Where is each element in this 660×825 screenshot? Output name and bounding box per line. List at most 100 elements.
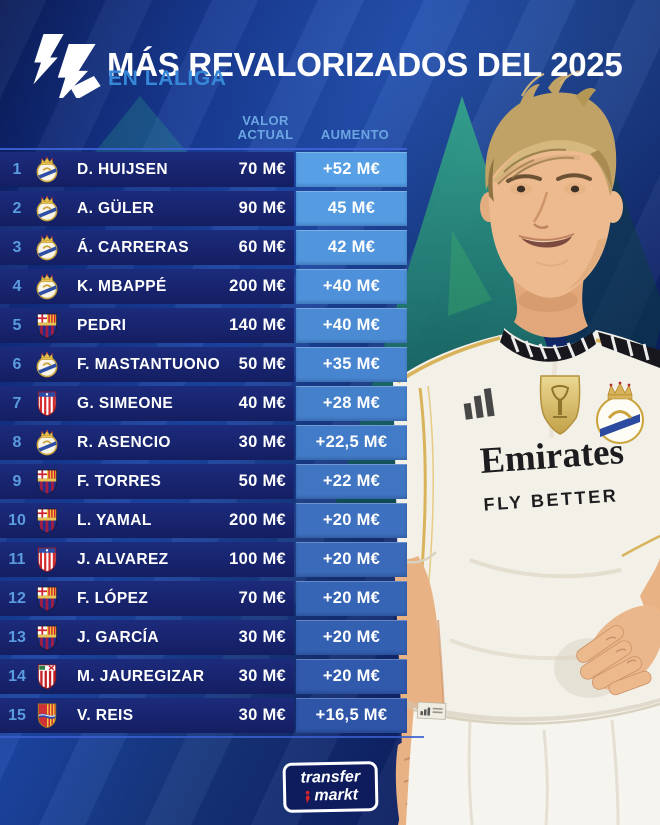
value-increase-badge: +52 M€ (296, 152, 407, 187)
player-name: F. MASTANTUONO (77, 355, 221, 373)
rank-label: 2 (12, 199, 22, 217)
table-row-main: 4 K. MBAPPÉ 200 M€ (0, 269, 294, 304)
table-row-main: 12 F. LÓPEZ 70 M€ (0, 581, 294, 616)
table-row: 11 J. ALVAREZ 100 M€ +20 M€ (0, 542, 407, 577)
value-increase-badge: +40 M€ (296, 308, 407, 343)
current-value: 200 M€ (229, 277, 286, 295)
column-header-increase: AUMENTO (320, 127, 390, 142)
player-name: J. ALVAREZ (77, 550, 169, 568)
players-table: 1 D. HUIJSEN 70 M€ +52 M€ 2 A. GÜLER 90 … (0, 152, 407, 737)
rank-label: 14 (8, 667, 26, 685)
table-row-main: 14 M. JAUREGIZAR 30 M€ (0, 659, 294, 694)
current-value: 30 M€ (238, 706, 286, 724)
table-row: 5 PEDRI 140 M€ +40 M€ (0, 308, 407, 343)
rank-label: 8 (12, 433, 22, 451)
player-name: D. HUIJSEN (77, 160, 168, 178)
table-row-main: 2 A. GÜLER 90 M€ (0, 191, 294, 226)
table-row: 4 K. MBAPPÉ 200 M€ +40 M€ (0, 269, 407, 304)
club-crest-real-madrid-icon (35, 351, 59, 378)
player-name: A. GÜLER (77, 199, 155, 217)
player-name: M. JAUREGIZAR (77, 667, 205, 685)
value-increase-badge: +20 M€ (296, 503, 407, 538)
table-row-main: 13 J. GARCÍA 30 M€ (0, 620, 294, 655)
value-increase-badge: +35 M€ (296, 347, 407, 382)
table-row-main: 11 J. ALVAREZ 100 M€ (0, 542, 294, 577)
player-name: V. REIS (77, 706, 134, 724)
table-row: 2 A. GÜLER 90 M€ 45 M€ (0, 191, 407, 226)
current-value: 30 M€ (238, 433, 286, 451)
current-value: 200 M€ (229, 511, 286, 529)
current-value: 100 M€ (229, 550, 286, 568)
value-increase-badge: +16,5 M€ (296, 698, 407, 733)
player-name: L. YAMAL (77, 511, 152, 529)
rank-label: 6 (12, 355, 22, 373)
current-value: 60 M€ (238, 238, 286, 256)
value-increase-badge: +40 M€ (296, 269, 407, 304)
table-row-main: 1 D. HUIJSEN 70 M€ (0, 152, 294, 187)
club-crest-barcelona-icon (35, 468, 59, 495)
page-title: MÁS REVALORIZADOS DEL 2025 (107, 46, 623, 84)
value-increase-badge: +20 M€ (296, 620, 407, 655)
value-increase-badge: +20 M€ (296, 581, 407, 616)
current-value: 70 M€ (238, 589, 286, 607)
table-row: 13 J. GARCÍA 30 M€ +20 M€ (0, 620, 407, 655)
table-row: 6 F. MASTANTUONO 50 M€ +35 M€ (0, 347, 407, 382)
table-column-headers: VALOR ACTUAL AUMENTO (0, 104, 418, 144)
table-row: 7 G. SIMEONE 40 M€ +28 M€ (0, 386, 407, 421)
rank-label: 9 (12, 472, 22, 490)
player-name: PEDRI (77, 316, 127, 334)
club-crest-girona-icon (35, 702, 59, 729)
value-increase-badge: 45 M€ (296, 191, 407, 226)
table-row: 15 V. REIS 30 M€ +16,5 M€ (0, 698, 407, 733)
table-top-divider (0, 148, 407, 150)
page-subtitle: EN LALIGA (108, 67, 227, 90)
current-value: 30 M€ (238, 628, 286, 646)
laliga-logo (33, 33, 101, 98)
table-row: 9 F. TORRES 50 M€ +22 M€ (0, 464, 407, 499)
player-name: F. TORRES (77, 472, 162, 490)
value-increase-badge: +28 M€ (296, 386, 407, 421)
value-increase-badge: +20 M€ (296, 542, 407, 577)
club-crest-barcelona-icon (35, 585, 59, 612)
club-crest-real-madrid-icon (35, 273, 59, 300)
current-value: 90 M€ (238, 199, 286, 217)
table-row-main: 6 F. MASTANTUONO 50 M€ (0, 347, 294, 382)
club-crest-atletico-madrid-icon (35, 546, 59, 573)
table-row-main: 10 L. YAMAL 200 M€ (0, 503, 294, 538)
player-name: F. LÓPEZ (77, 589, 149, 607)
value-increase-badge: +22,5 M€ (296, 425, 407, 460)
table-row: 1 D. HUIJSEN 70 M€ +52 M€ (0, 152, 407, 187)
player-name: J. GARCÍA (77, 628, 159, 646)
current-value: 140 M€ (229, 316, 286, 334)
club-crest-real-madrid-icon (35, 429, 59, 456)
current-value: 50 M€ (238, 355, 286, 373)
rank-label: 12 (8, 589, 26, 607)
player-name: K. MBAPPÉ (77, 277, 167, 295)
table-row-main: 5 PEDRI 140 M€ (0, 308, 294, 343)
rank-label: 15 (8, 706, 26, 724)
player-name: R. ASENCIO (77, 433, 171, 451)
club-crest-real-madrid-icon (35, 156, 59, 183)
rank-label: 11 (8, 550, 26, 568)
rank-label: 3 (12, 238, 22, 256)
transfermarkt-player-icon (306, 791, 310, 803)
rank-label: 10 (8, 511, 26, 529)
club-crest-barcelona-icon (35, 624, 59, 651)
table-row: 10 L. YAMAL 200 M€ +20 M€ (0, 503, 407, 538)
rank-label: 7 (12, 394, 22, 412)
player-name: Á. CARRERAS (77, 238, 190, 256)
club-crest-barcelona-icon (35, 312, 59, 339)
current-value: 50 M€ (238, 472, 286, 490)
club-crest-real-madrid-icon (35, 195, 59, 222)
current-value: 30 M€ (238, 667, 286, 685)
table-row: 8 R. ASENCIO 30 M€ +22,5 M€ (0, 425, 407, 460)
jersey-hem-tag (416, 701, 447, 720)
rank-label: 13 (8, 628, 26, 646)
table-row-main: 8 R. ASENCIO 30 M€ (0, 425, 294, 460)
current-value: 70 M€ (238, 160, 286, 178)
column-header-current-value: VALOR ACTUAL (237, 113, 294, 142)
value-increase-badge: +20 M€ (296, 659, 407, 694)
club-crest-athletic-club-icon (35, 663, 59, 690)
